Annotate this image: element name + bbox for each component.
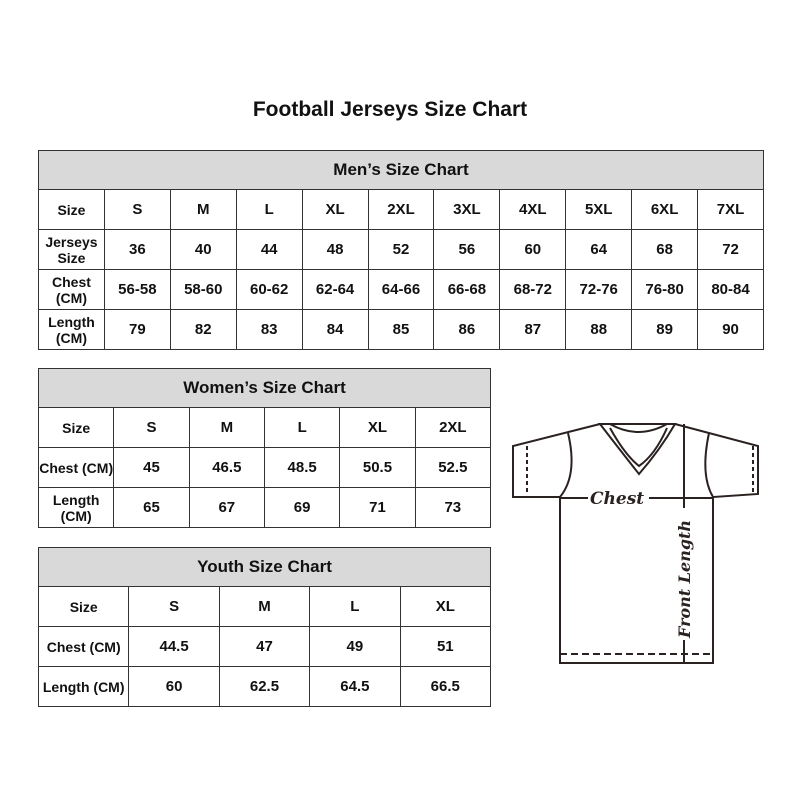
table-cell: XL xyxy=(301,189,369,230)
table-cell: 52.5 xyxy=(414,447,492,488)
table-cell: 83 xyxy=(235,309,303,350)
table-row: Length (CM) 79 82 83 84 85 86 87 88 89 90 xyxy=(38,309,764,350)
right-armhole xyxy=(704,432,714,498)
table-row: Size S M L XL 2XL xyxy=(37,407,492,448)
table-cell: 52 xyxy=(367,229,435,270)
table-cell: XL xyxy=(399,586,492,627)
table-cell: 62.5 xyxy=(218,666,311,707)
table-cell: 85 xyxy=(367,309,435,350)
table-cell: 36 xyxy=(103,229,171,270)
table-cell: XL xyxy=(339,407,416,448)
womens-size-table: Women’s Size Chart Size S M L XL 2XL Chest (CM)… xyxy=(37,368,492,528)
table-row: Size S M L XL 2XL 3XL 4XL 5XL 6XL 7XL xyxy=(38,189,764,230)
table-row: Chest (CM) 45 46.5 48.5 50.5 52.5 xyxy=(37,447,492,488)
table-cell: 44.5 xyxy=(128,626,220,667)
table-cell: 79 xyxy=(103,309,171,350)
table-cell: 87 xyxy=(499,309,567,350)
youth-size-table: Youth Size Chart Size S M L XL Chest (CM) 44.5 4… xyxy=(37,547,492,707)
table-cell: 5XL xyxy=(565,189,633,230)
table-cell: 60 xyxy=(128,666,220,707)
table-cell: 86 xyxy=(433,309,501,350)
table-cell: 45 xyxy=(113,447,190,488)
table-row: Jerseys Size 36 40 44 48 52 56 60 64 68 72 xyxy=(38,229,764,270)
table-cell: L xyxy=(263,407,341,448)
table-cell: 80-84 xyxy=(697,269,764,310)
table-cell: 90 xyxy=(697,309,764,350)
table-cell: 76-80 xyxy=(631,269,699,310)
table-cell: 48.5 xyxy=(263,447,341,488)
table-cell: 40 xyxy=(169,229,237,270)
sleeve-stitch xyxy=(526,446,754,495)
table-row: Chest (CM) 56-58 58-60 60-62 62-64 64-66 66-68… xyxy=(38,269,764,310)
row-label: Length (CM) xyxy=(37,487,115,528)
jersey-outline xyxy=(512,423,759,664)
table-cell: 68-72 xyxy=(499,269,567,310)
table-cell: 72 xyxy=(697,229,764,270)
youth-table-heading: Youth Size Chart xyxy=(38,547,491,587)
mens-size-table: Men’s Size Chart Size S M L XL 2XL 3XL 4XL 5XL 6XL… xyxy=(38,150,764,350)
chest-label: Chest xyxy=(590,489,644,509)
table-cell: S xyxy=(113,407,190,448)
front-length-label: Front Length xyxy=(675,520,694,639)
table-cell: 73 xyxy=(414,487,492,528)
table-cell: L xyxy=(235,189,303,230)
table-cell: 44 xyxy=(235,229,303,270)
table-cell: 68 xyxy=(631,229,699,270)
row-label: Jerseys Size xyxy=(38,229,105,270)
table-cell: 65 xyxy=(113,487,190,528)
collar xyxy=(597,423,677,476)
table-row: Length (CM) 60 62.5 64.5 66.5 xyxy=(37,666,492,707)
row-label: Chest (CM) xyxy=(38,269,105,310)
table-cell: 51 xyxy=(399,626,492,667)
table-cell: 60 xyxy=(499,229,567,270)
table-row: Chest (CM) 44.5 47 49 51 xyxy=(37,626,492,667)
row-label: Size xyxy=(38,189,105,230)
table-cell: 6XL xyxy=(631,189,699,230)
table-cell: 69 xyxy=(263,487,341,528)
table-cell: 64 xyxy=(565,229,633,270)
table-cell: 71 xyxy=(339,487,416,528)
row-label: Length (CM) xyxy=(38,309,105,350)
table-cell: 49 xyxy=(309,626,401,667)
table-cell: 64.5 xyxy=(309,666,401,707)
table-cell: 7XL xyxy=(697,189,764,230)
table-cell: M xyxy=(218,586,311,627)
mens-table-heading: Men’s Size Chart xyxy=(38,150,764,190)
table-cell: 56-58 xyxy=(103,269,171,310)
table-cell: L xyxy=(309,586,401,627)
table-cell: 84 xyxy=(301,309,369,350)
row-label: Size xyxy=(37,407,115,448)
page-title: Football Jerseys Size Chart xyxy=(252,98,528,121)
table-cell: 66.5 xyxy=(399,666,492,707)
table-cell: 2XL xyxy=(414,407,492,448)
table-row: Length (CM) 65 67 69 71 73 xyxy=(37,487,492,528)
row-label: Chest (CM) xyxy=(37,447,115,488)
table-cell: 89 xyxy=(631,309,699,350)
table-cell: 50.5 xyxy=(339,447,416,488)
row-label: Length (CM) xyxy=(37,666,130,707)
table-cell: 58-60 xyxy=(169,269,237,310)
row-label: Chest (CM) xyxy=(37,626,130,667)
left-armhole xyxy=(559,432,573,498)
table-cell: 88 xyxy=(565,309,633,350)
